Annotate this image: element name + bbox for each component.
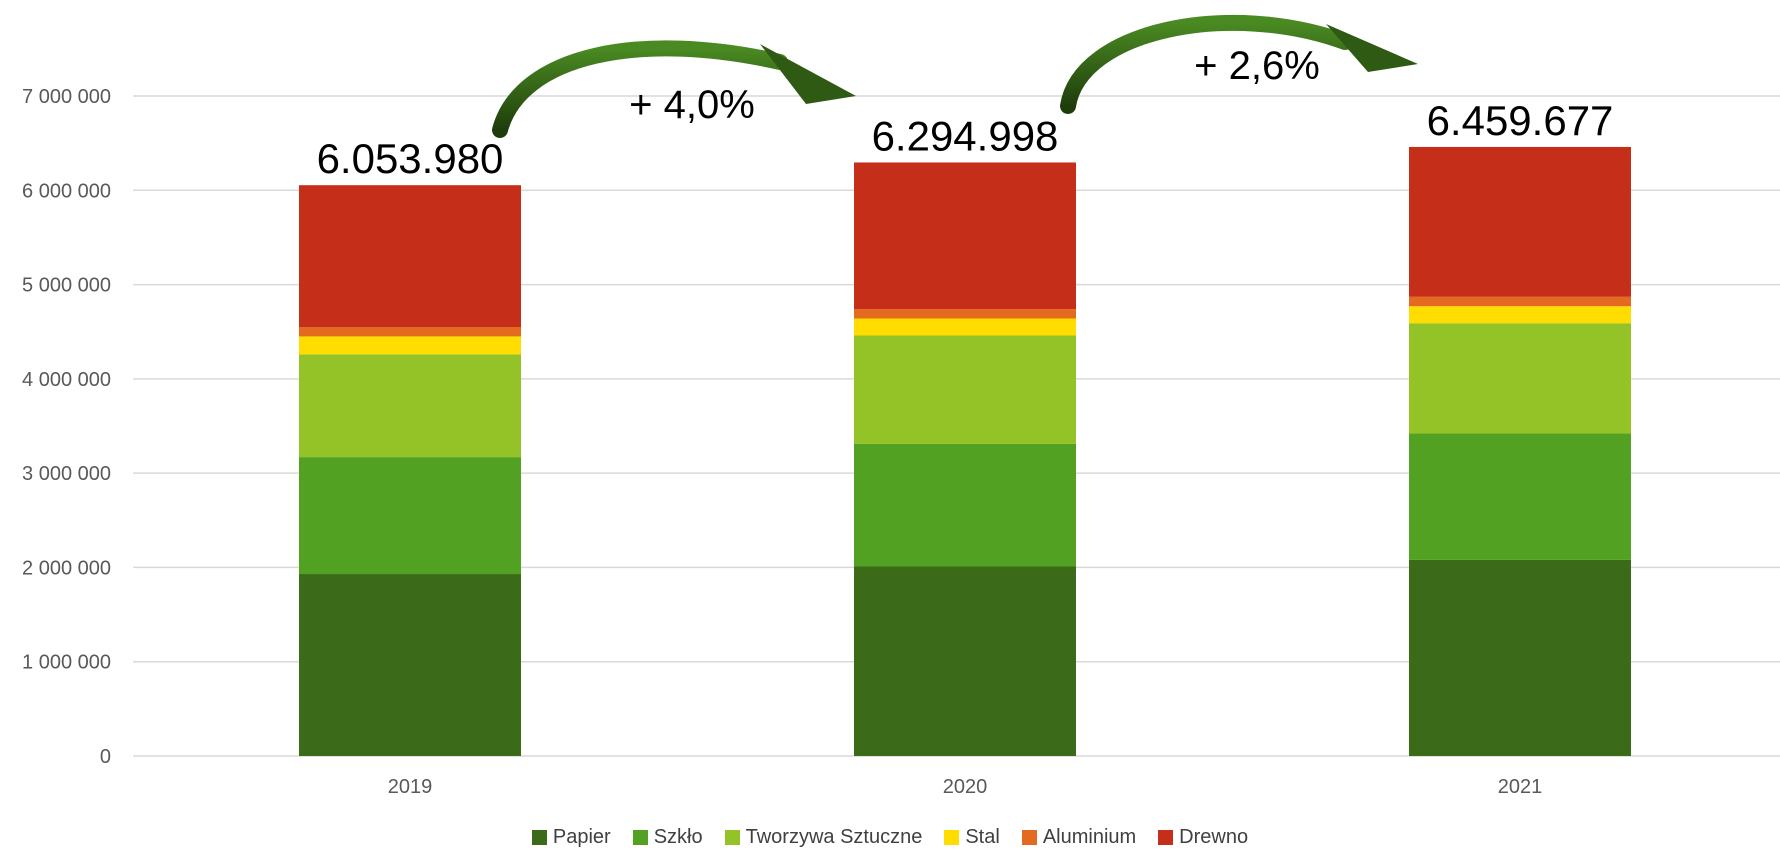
legend-item: Aluminium [1021,825,1137,849]
growth-arrow-icon [1060,14,1418,114]
y-tick-label: 5 000 000 [22,275,111,297]
bar-2021-drewno [1409,146,1631,297]
legend-label: Aluminium [1042,825,1137,848]
y-axis: 0 1 000 000 2 000 000 3 000 000 4 000 000 5 0… [22,86,111,768]
bar-2021-aluminium [1409,296,1631,307]
legend-swatch [632,829,648,845]
y-tick-label: 6 000 000 [22,180,111,202]
bar-2021-papier [1409,559,1631,756]
bar-2020-papier [854,566,1076,756]
bar-2019-tworzywa-sztuczne [299,354,521,458]
legend-label: Szkło [653,825,703,848]
total-label-2019: 6.053.980 [317,135,504,182]
legend-swatch [531,829,547,845]
bar-2019-aluminium [299,327,521,337]
total-label-2020: 6.294.998 [872,112,1059,159]
growth-arrows: + 4,0% + 2,6% [492,14,1418,138]
legend-label: Papier [552,825,611,848]
bar-2021-tworzywa-sztuczne [1409,323,1631,434]
x-axis: 2019 2020 2021 [388,776,1543,798]
x-tick-label: 2020 [943,776,988,798]
y-tick-label: 7 000 000 [22,86,111,108]
legend-label: Tworzywa Sztuczne [745,825,923,848]
bar-2019-stal [299,336,521,355]
legend-label: Drewno [1179,825,1249,848]
legend: Papier Szkło Tworzywa Sztuczne Stal Aluminiu… [0,822,1780,852]
bar-2019-drewno [299,185,521,327]
y-tick-label: 2 000 000 [22,557,111,579]
bar-totals: 6.053.980 6.294.998 6.459.677 [317,97,1614,182]
legend-item: Drewno [1158,826,1248,849]
y-tick-label: 4 000 000 [22,369,111,391]
legend-label: Stal [965,825,1000,848]
y-tick-label: 3 000 000 [22,463,111,485]
legend-item: Stal [944,825,1000,849]
legend-item: Papier [531,825,611,849]
legend-swatch [1021,829,1037,845]
total-label-2021: 6.459.677 [1427,97,1614,144]
bars [299,146,1631,756]
legend-item: Tworzywa Sztuczne [724,825,923,849]
growth-label-2019-2020: + 4,0% [629,83,755,127]
growth-label-2020-2021: + 2,6% [1194,44,1320,88]
bar-2020-stal [854,318,1076,336]
legend-swatch [1158,829,1174,845]
legend-swatch [944,829,960,845]
bar-2020-tworzywa-sztuczne [854,335,1076,444]
growth-arrow-icon [492,40,856,138]
x-tick-label: 2019 [388,776,433,798]
legend-item: Szkło [632,825,703,849]
bar-2020-drewno [854,162,1076,310]
bar-2020-szkło [854,443,1076,567]
bar-2021-stal [1409,306,1631,324]
bar-2019-papier [299,574,521,756]
legend-swatch [724,829,740,845]
x-tick-label: 2021 [1498,776,1543,798]
bar-2019-szkło [299,457,521,575]
y-tick-label: 1 000 000 [22,652,111,674]
y-tick-label: 0 [100,746,111,768]
bar-2021-szkło [1409,433,1631,560]
bar-2020-aluminium [854,309,1076,319]
